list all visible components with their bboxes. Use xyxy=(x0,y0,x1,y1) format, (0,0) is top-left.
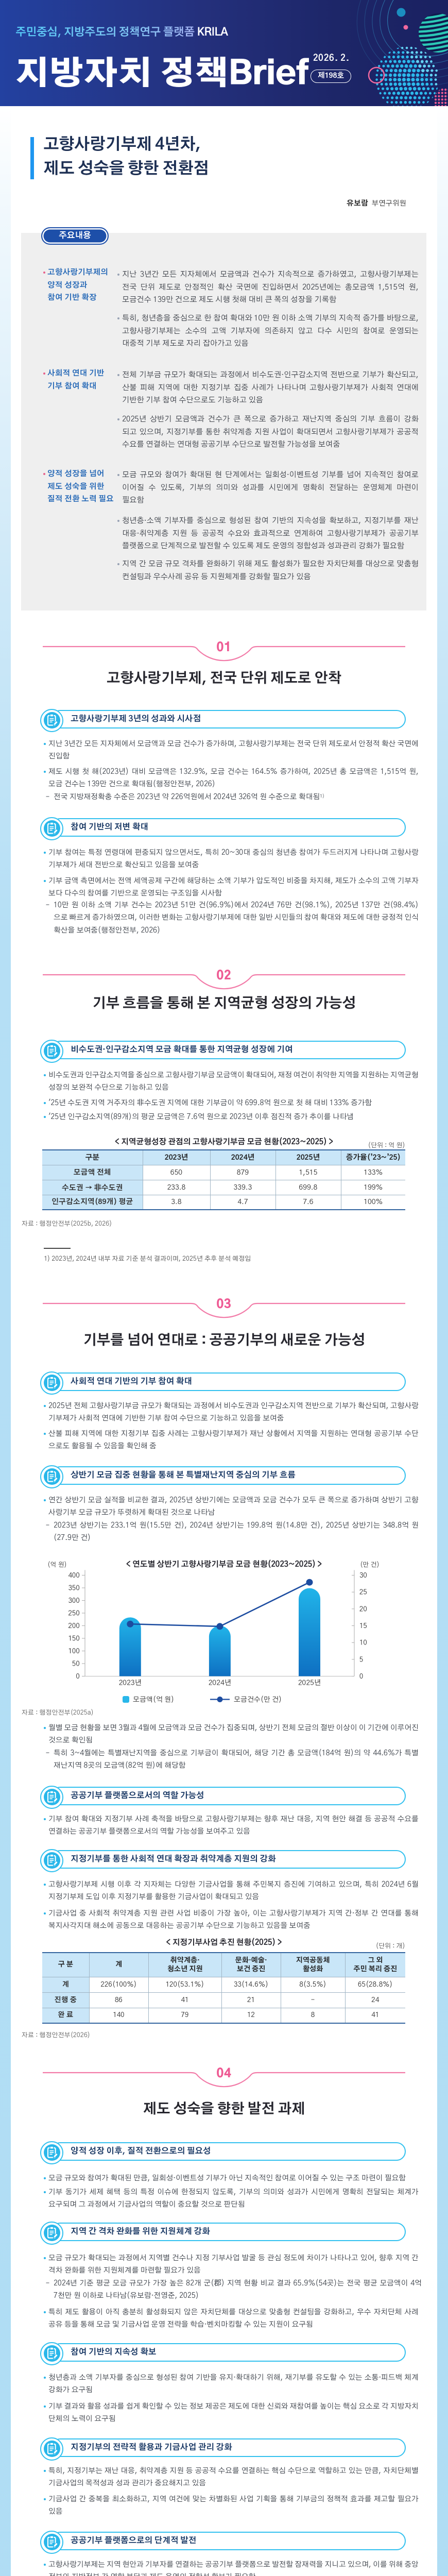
svg-text:15: 15 xyxy=(359,1622,367,1630)
svg-text:30: 30 xyxy=(359,1572,367,1579)
svg-text:2023년: 2023년 xyxy=(119,1679,142,1687)
svg-text:< 연도별 상반기 고향사랑기부금 모금 현황(2023~2: < 연도별 상반기 고향사랑기부금 모금 현황(2023~2025) > xyxy=(126,1560,321,1569)
svg-text:5: 5 xyxy=(359,1656,364,1663)
svg-text:300: 300 xyxy=(68,1597,80,1604)
svg-text:350: 350 xyxy=(68,1585,80,1592)
svg-text:0: 0 xyxy=(359,1673,364,1680)
svg-text:0: 0 xyxy=(76,1673,80,1680)
svg-text:모금액(억 원): 모금액(억 원) xyxy=(133,1696,174,1703)
svg-text:모금건수(만 건): 모금건수(만 건) xyxy=(234,1696,282,1703)
svg-text:200: 200 xyxy=(68,1622,80,1630)
svg-text:20: 20 xyxy=(359,1605,367,1613)
svg-text:2025년: 2025년 xyxy=(298,1679,321,1687)
svg-text:10: 10 xyxy=(359,1639,367,1647)
svg-text:(억 원): (억 원) xyxy=(47,1561,67,1568)
svg-text:400: 400 xyxy=(68,1572,80,1579)
svg-text:250: 250 xyxy=(68,1610,80,1617)
svg-text:50: 50 xyxy=(72,1660,80,1668)
svg-text:2024년: 2024년 xyxy=(209,1679,232,1687)
svg-text:100: 100 xyxy=(68,1648,80,1655)
svg-text:150: 150 xyxy=(68,1635,80,1642)
svg-text:(만 건): (만 건) xyxy=(360,1561,380,1568)
svg-text:25: 25 xyxy=(359,1589,367,1596)
